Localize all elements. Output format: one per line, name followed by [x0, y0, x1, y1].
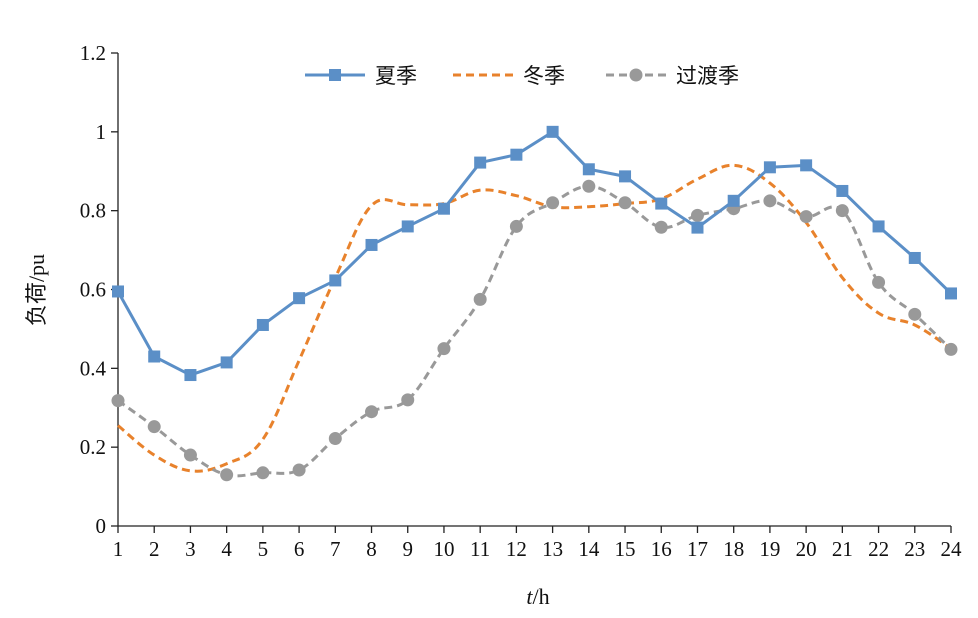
series-line — [117, 184, 953, 478]
x-tick-label: 10 — [433, 537, 454, 561]
data-point — [474, 156, 487, 169]
y-tick-label: 0.6 — [80, 278, 106, 302]
data-point — [654, 220, 668, 234]
x-tick-label: 11 — [470, 537, 490, 561]
x-tick-label: 15 — [615, 537, 636, 561]
series-2 — [117, 163, 952, 473]
y-tick-label: 0.4 — [80, 356, 107, 380]
data-point — [401, 220, 414, 233]
data-point — [510, 148, 523, 161]
y-tick-label: 0.2 — [80, 435, 106, 459]
x-tick-label: 16 — [651, 537, 672, 561]
x-tick-label: 17 — [687, 537, 708, 561]
legend-item: 冬季 — [453, 64, 565, 88]
data-point — [618, 196, 632, 210]
data-point — [763, 161, 776, 174]
series-1 — [112, 125, 957, 382]
data-point — [112, 285, 124, 298]
x-tick-label: 21 — [832, 537, 853, 561]
series-line — [116, 130, 953, 377]
data-point — [293, 292, 306, 305]
legend-label: 过渡季 — [676, 64, 739, 88]
data-point — [944, 342, 958, 356]
x-tick-label: 5 — [258, 537, 269, 561]
data-point — [329, 274, 342, 287]
data-point — [111, 394, 125, 408]
x-tick-label: 20 — [796, 537, 817, 561]
data-point — [292, 463, 306, 477]
x-tick-label: 24 — [941, 537, 963, 561]
data-point — [509, 219, 523, 233]
x-tick-label: 3 — [185, 537, 196, 561]
data-point — [437, 342, 451, 356]
data-point — [655, 197, 668, 210]
data-point — [401, 393, 415, 407]
data-point — [582, 179, 596, 193]
legend: 夏季 冬季 过渡季 — [305, 64, 739, 88]
series-layer — [111, 125, 958, 482]
x-tick-label: 7 — [330, 537, 341, 561]
axes: 00.20.40.60.811.21 2 3 4 5 6 7 8 9 10 11 12 13 14 15 16… — [80, 41, 962, 561]
x-tick-label: 22 — [868, 537, 889, 561]
y-tick-label: 0 — [96, 514, 107, 538]
data-point — [763, 194, 777, 208]
data-point — [872, 275, 886, 289]
data-point — [546, 125, 559, 138]
data-point — [727, 194, 740, 207]
x-tick-label: 13 — [542, 537, 563, 561]
data-point — [546, 196, 560, 210]
legend-label: 冬季 — [523, 64, 565, 88]
data-point — [799, 210, 813, 224]
data-point — [256, 466, 270, 480]
x-axis-title: t/h — [526, 584, 549, 609]
data-point — [473, 292, 487, 306]
data-point — [437, 202, 450, 215]
x-tick-label: 19 — [759, 537, 780, 561]
legend-item: 夏季 — [305, 64, 417, 88]
x-tick-label: 18 — [723, 537, 744, 561]
data-point — [945, 287, 957, 300]
data-point — [183, 448, 197, 462]
y-tick-label: 1.2 — [80, 41, 106, 65]
data-point — [908, 251, 921, 264]
data-point — [690, 208, 704, 222]
data-point — [619, 170, 632, 183]
legend-label: 夏季 — [375, 64, 417, 88]
legend-item: 过渡季 — [606, 64, 739, 88]
data-point — [836, 184, 849, 197]
x-tick-label: 14 — [578, 537, 600, 561]
data-point — [148, 350, 161, 363]
series-3 — [111, 179, 958, 482]
data-point — [147, 420, 161, 434]
data-point — [835, 204, 849, 218]
data-point — [582, 163, 595, 176]
data-point — [256, 318, 269, 331]
data-point — [691, 221, 704, 234]
legend-marker — [329, 69, 341, 81]
x-tick-label: 2 — [149, 537, 160, 561]
y-tick-label: 1 — [96, 120, 107, 144]
data-point — [220, 468, 234, 482]
data-point — [800, 159, 813, 172]
data-point — [328, 431, 342, 445]
x-tick-label: 4 — [221, 537, 232, 561]
data-point — [365, 405, 379, 419]
x-tick-label: 9 — [402, 537, 413, 561]
x-tick-label: 12 — [506, 537, 527, 561]
data-point — [220, 356, 233, 369]
data-point — [908, 307, 922, 321]
data-point — [872, 220, 885, 233]
series-line — [117, 163, 952, 473]
x-tick-label: 8 — [366, 537, 377, 561]
x-tick-label: 6 — [294, 537, 305, 561]
legend-marker — [629, 68, 643, 82]
data-point — [184, 369, 197, 382]
x-tick-label: 1 — [113, 537, 124, 561]
data-point — [365, 238, 378, 251]
y-axis-title: 负荷/pu — [24, 254, 49, 326]
y-tick-label: 0.8 — [80, 199, 106, 223]
x-tick-label: 23 — [904, 537, 925, 561]
